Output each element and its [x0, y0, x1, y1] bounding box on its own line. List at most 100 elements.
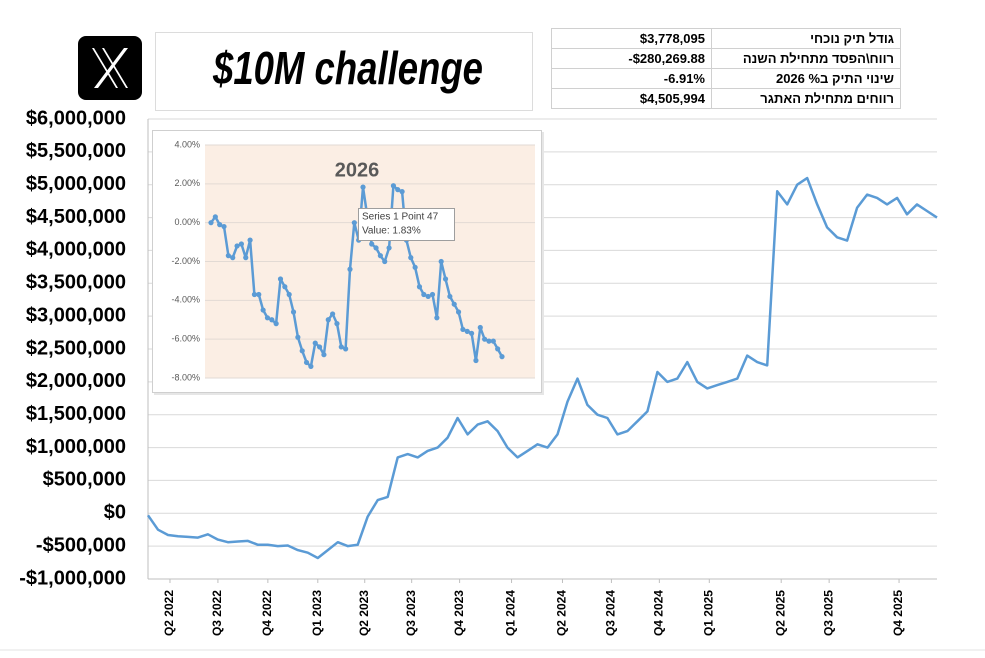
- y-tick-label: $3,000,000: [26, 304, 126, 326]
- data-point: [416, 284, 423, 290]
- data-point: [334, 321, 340, 327]
- data-point: [260, 307, 266, 313]
- data-point: [208, 220, 214, 226]
- y-tick-label: 4.00%: [174, 139, 200, 149]
- data-point: [212, 214, 218, 220]
- data-point: [321, 352, 327, 358]
- data-point: [299, 348, 305, 354]
- data-point: [464, 328, 470, 334]
- y-tick-label: $4,000,000: [26, 239, 126, 261]
- y-tick-label: -2.00%: [171, 256, 200, 266]
- data-point: [312, 340, 318, 346]
- cell: רווחים מתחילת האתגר: [711, 88, 901, 109]
- data-point: [473, 357, 479, 364]
- data-point: [373, 245, 379, 251]
- data-point: [295, 334, 301, 340]
- data-point: [282, 284, 288, 290]
- data-point: [316, 344, 323, 350]
- data-point: [460, 326, 466, 333]
- x-tick-label: Q2 2025: [773, 590, 787, 636]
- y-tick-label: -$1,000,000: [19, 567, 126, 589]
- data-point: [269, 317, 275, 323]
- data-point: [243, 255, 249, 261]
- data-point: [330, 311, 336, 317]
- title-box: [155, 32, 533, 111]
- tooltip-text: Value: 1.83%: [362, 226, 421, 237]
- data-point: [499, 354, 505, 360]
- data-point: [238, 241, 245, 247]
- y-tick-label: $2,500,000: [26, 337, 126, 359]
- y-tick-label: $0: [104, 502, 126, 524]
- data-point: [377, 253, 383, 259]
- data-point: [251, 291, 258, 298]
- y-tick-label: -6.00%: [171, 334, 200, 344]
- data-point: [495, 346, 501, 352]
- y-tick-label: 0.00%: [174, 217, 200, 227]
- y-tick-label: $6,000,000: [26, 107, 126, 129]
- y-tick-label: $3,500,000: [26, 272, 126, 294]
- data-point: [442, 276, 449, 282]
- data-point: [217, 222, 223, 228]
- x-tick-label: Q2 2022: [162, 590, 176, 636]
- data-point: [390, 183, 397, 189]
- data-point: [395, 187, 401, 193]
- data-point: [421, 291, 427, 298]
- data-point: [490, 338, 496, 344]
- data-point: [438, 258, 444, 265]
- y-tick-label: $4,500,000: [26, 206, 126, 228]
- y-tick-label: $1,500,000: [26, 403, 126, 425]
- data-point: [225, 253, 231, 259]
- data-point: [286, 291, 292, 298]
- x-tick-label: Q1 2024: [504, 590, 518, 636]
- y-tick-label: -8.00%: [171, 372, 200, 382]
- data-point: [256, 291, 262, 298]
- y-tick-label: $5,500,000: [26, 140, 126, 162]
- data-point: [447, 293, 453, 300]
- data-point: [486, 338, 492, 344]
- data-point: [221, 223, 227, 230]
- x-tick-label: Q3 2023: [404, 590, 418, 636]
- cell: -6.91%: [551, 68, 712, 89]
- data-point: [451, 301, 457, 307]
- data-line: [146, 176, 938, 560]
- data-point: [325, 317, 331, 323]
- data-point: [429, 291, 436, 298]
- data-point: [468, 330, 475, 336]
- x-tick-label: Q2 2023: [357, 590, 371, 636]
- y-tick-label: -$500,000: [36, 534, 126, 556]
- y-tick-label: $2,000,000: [26, 370, 126, 392]
- cell: גודל תיק נוכחי: [711, 28, 901, 49]
- x-tick-label: Q4 2022: [260, 590, 274, 636]
- data-point: [347, 266, 353, 272]
- cell: -$280,269.88: [551, 48, 712, 69]
- page-title: $10M challenge: [212, 42, 483, 94]
- data-point: [382, 258, 388, 265]
- x-tick-label: Q4 2024: [652, 590, 666, 636]
- x-tick-label: Q4 2025: [891, 590, 905, 636]
- inset-title: 2026: [335, 159, 380, 181]
- x-logo-mark: [94, 48, 128, 88]
- data-point: [264, 315, 271, 321]
- x-tick-label: Q3 2025: [821, 590, 835, 636]
- x-tick-label: Q1 2023: [310, 590, 324, 636]
- x-tick-label: Q2 2024: [555, 590, 569, 636]
- data-point: [338, 344, 344, 350]
- data-point: [343, 346, 349, 352]
- data-point: [412, 264, 418, 270]
- data-point: [425, 293, 431, 300]
- data-point: [434, 315, 440, 321]
- data-point: [482, 336, 488, 342]
- summary-table: $3,778,095 גודל תיק נוכחי -$280,269.88 רוו…: [551, 28, 901, 109]
- data-point: [273, 321, 279, 327]
- data-point: [386, 245, 392, 251]
- data-point: [234, 243, 240, 249]
- cell: $4,505,994: [551, 88, 712, 109]
- data-point: [408, 255, 414, 261]
- data-point: [477, 324, 483, 331]
- data-point: [277, 276, 284, 282]
- x-tick-label: Q4 2023: [452, 590, 466, 636]
- data-point: [303, 359, 310, 366]
- data-point: [247, 237, 253, 243]
